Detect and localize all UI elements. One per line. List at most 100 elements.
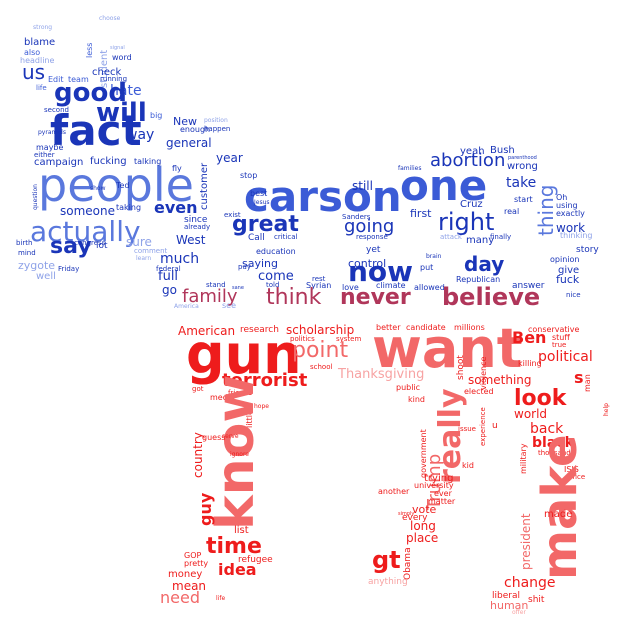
word-got: got xyxy=(192,385,204,393)
word-position: position xyxy=(204,117,228,124)
word-anything: anything xyxy=(368,577,408,587)
word-show: show xyxy=(90,185,106,192)
word-office: office xyxy=(566,473,586,481)
word-simply: simply xyxy=(398,511,415,517)
word-military: military xyxy=(519,443,528,474)
word-pyramids: pyramids xyxy=(38,129,66,136)
word-friday: Friday xyxy=(58,265,80,273)
word-people: people xyxy=(38,158,194,212)
word-ben: Ben xyxy=(512,328,547,347)
word-already: already xyxy=(184,223,211,231)
word-west: West xyxy=(176,233,206,247)
word-sure: sure xyxy=(126,235,152,249)
word-told: told xyxy=(266,281,280,289)
word-never: never xyxy=(340,285,411,310)
word-brain: brain xyxy=(426,253,442,260)
word-team: team xyxy=(68,75,89,84)
word-will: will xyxy=(96,98,147,128)
word-gop: GOP xyxy=(184,551,202,560)
word-happen: happen xyxy=(204,125,231,133)
word-shoot: shoot xyxy=(456,355,466,380)
word-list: list xyxy=(234,525,249,536)
word-life-red: life xyxy=(216,595,226,602)
word-back: back xyxy=(530,421,564,437)
word-campaign: campaign xyxy=(34,157,84,168)
word-stand: stand xyxy=(206,281,226,289)
word-come: come xyxy=(258,269,294,284)
word-opinion: opinion xyxy=(550,255,580,264)
word-zygote: zygote xyxy=(18,259,56,272)
word-go: go xyxy=(162,283,177,297)
word-less: less xyxy=(85,42,94,58)
word-point: point xyxy=(292,338,349,363)
word-wrong: wrong xyxy=(507,161,538,172)
word-offer: offer xyxy=(512,609,526,616)
word-best: best xyxy=(250,189,268,198)
word-talking: talking xyxy=(134,157,162,166)
word-carson: carson xyxy=(244,172,402,221)
word-bush: Bush xyxy=(490,145,515,156)
word-obama: Obama xyxy=(403,547,413,580)
word-much: much xyxy=(160,251,200,267)
word-ignore: ignore xyxy=(230,451,249,458)
word-world: world xyxy=(514,407,548,421)
word-running: running xyxy=(100,75,128,83)
word-year: year xyxy=(216,151,243,165)
word-birth: birth xyxy=(16,239,33,247)
word-yet: yet xyxy=(366,245,381,255)
word-rest: rest xyxy=(312,275,326,283)
word-answer: answer xyxy=(512,281,545,291)
word-kid: kid xyxy=(462,461,474,470)
word-learn: learn xyxy=(136,255,152,262)
word-full: full xyxy=(158,269,179,284)
word-scholarship: scholarship xyxy=(286,323,355,337)
word-candidate: candidate xyxy=(406,323,446,332)
word-need: need xyxy=(160,588,200,607)
word-new: New xyxy=(173,115,197,128)
word-media: media xyxy=(210,393,235,402)
word-think: think xyxy=(266,285,322,310)
word-check: check xyxy=(92,67,122,78)
word-s: s xyxy=(574,368,584,387)
word-kind: kind xyxy=(408,395,426,404)
word-issue: issue xyxy=(458,425,476,433)
word-guy: guy xyxy=(196,492,215,526)
word-critical: critical xyxy=(274,233,298,241)
word-republican: Republican xyxy=(456,275,501,284)
word-better: better xyxy=(376,323,401,332)
word-killing: killing xyxy=(518,359,542,368)
word-response: response xyxy=(356,233,388,241)
word-headline: headline xyxy=(20,56,55,65)
word-parenthood: parenthood xyxy=(508,155,537,161)
word-many: many xyxy=(466,235,495,246)
word-us: us xyxy=(22,60,46,84)
word-black: black xyxy=(532,435,574,451)
word-question: question xyxy=(32,184,39,210)
word-one: one xyxy=(400,161,488,210)
word-actually: actually xyxy=(30,215,141,248)
word-real: real xyxy=(504,207,520,216)
word-president: president xyxy=(519,513,533,570)
word-pay: pay xyxy=(238,263,251,271)
word-strong: strong xyxy=(33,24,53,31)
word-help: help xyxy=(603,403,610,416)
word-stop: stop xyxy=(240,171,258,180)
word-take: take xyxy=(506,175,537,191)
word-want: want xyxy=(372,317,523,380)
word-fact: fact xyxy=(50,106,142,155)
word-finally: finally xyxy=(490,233,512,241)
word-right: right xyxy=(438,208,495,236)
word-school: school xyxy=(310,363,333,371)
word-public: public xyxy=(396,383,421,392)
word-customer: customer xyxy=(199,162,210,210)
word-time: time xyxy=(206,534,262,559)
word-system: system xyxy=(336,335,362,343)
word-gt: gt xyxy=(372,546,401,574)
word-word: word xyxy=(112,53,132,62)
word-political: political xyxy=(538,349,593,365)
word-thing: thing xyxy=(534,184,558,236)
word-using: using xyxy=(556,201,578,210)
word-something: something xyxy=(468,373,532,387)
word-money: money xyxy=(168,569,203,580)
word-guess: guess xyxy=(202,433,226,442)
